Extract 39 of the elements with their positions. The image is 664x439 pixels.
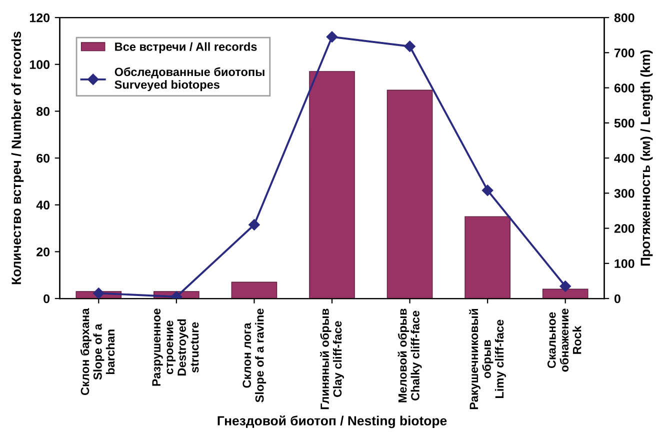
x-tick-label: Глиняный обрыв Clay cliff-face bbox=[320, 308, 344, 410]
y2-tick-label: 500 bbox=[614, 118, 634, 128]
x-tick-label: Ракушечниковый обрыв Limy cliff-face bbox=[469, 309, 506, 410]
x-tick-label: Меловой обрыв Chalky cliff-face bbox=[398, 308, 422, 402]
legend-label: Обследованные биотопы Surveyed biotopes bbox=[114, 67, 264, 92]
y2-tick-label: 600 bbox=[614, 84, 634, 92]
y-tick-label: 100 bbox=[30, 60, 50, 70]
point bbox=[404, 40, 416, 52]
bar bbox=[309, 71, 355, 299]
y2-tick-label: 400 bbox=[614, 154, 634, 163]
point bbox=[560, 280, 571, 292]
point bbox=[248, 219, 260, 230]
y2-tick-label: 0 bbox=[614, 294, 620, 304]
x-tick-label: Скальное обнажение Rock bbox=[547, 308, 582, 372]
point bbox=[482, 184, 494, 196]
bar bbox=[464, 216, 510, 299]
y2-tick-label: 300 bbox=[614, 188, 634, 198]
legend-label: Все встречи / All records bbox=[115, 42, 257, 54]
bar bbox=[231, 282, 278, 299]
x-tick-label: Склон лога Slope of a ravine bbox=[242, 308, 266, 402]
y2-tick-label: 200 bbox=[614, 224, 634, 233]
y-tick-label: 60 bbox=[36, 154, 50, 163]
bar bbox=[542, 288, 588, 299]
x-tick-label: Склон бархана Slope of a barchan bbox=[80, 308, 115, 396]
bar bbox=[386, 90, 433, 299]
y-axis-title: Количество встреч / Number of records bbox=[11, 32, 24, 284]
y-tick-label: 80 bbox=[36, 107, 50, 116]
y2-tick-label: 100 bbox=[614, 259, 634, 268]
y2-tick-label: 800 bbox=[614, 13, 634, 22]
x-axis-title: Гнездовой биотоп / Nesting biotope bbox=[218, 415, 447, 428]
y2-tick-label: 700 bbox=[614, 48, 634, 58]
x-tick-label: Разрушенное строение Destroyed structure bbox=[152, 308, 199, 386]
y-tick-label: 20 bbox=[36, 247, 50, 256]
y-tick-label: 40 bbox=[36, 200, 50, 210]
y-tick-label: 120 bbox=[30, 13, 50, 22]
y-tick-label: 0 bbox=[44, 294, 50, 304]
point bbox=[326, 31, 338, 42]
y2-axis-title: Протяженность (км) / Length (km) bbox=[640, 50, 653, 266]
point bbox=[93, 288, 104, 299]
